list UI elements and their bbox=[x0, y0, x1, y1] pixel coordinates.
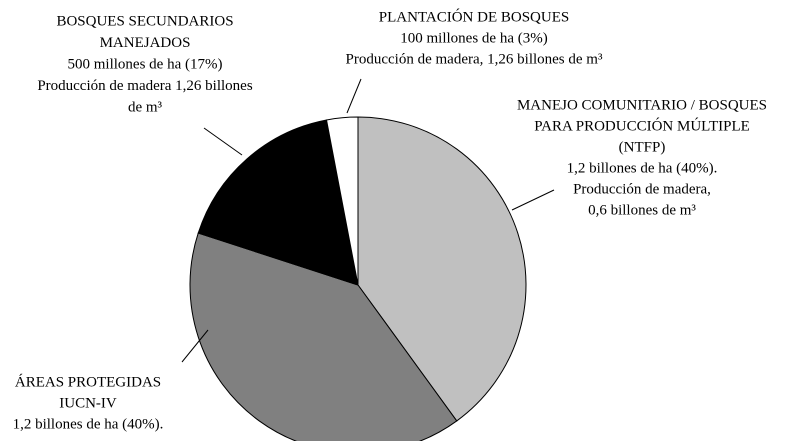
slice-label: 1,2 billones de ha (40%). bbox=[567, 160, 718, 176]
slice-label: ÁREAS PROTEGIDAS bbox=[15, 373, 161, 390]
slice-label: MANEJO COMUNITARIO / BOSQUES bbox=[517, 97, 767, 113]
pie-slice bbox=[357, 116, 527, 422]
slice-label: 100 millones de ha (3%) bbox=[400, 30, 547, 46]
slice-label: 1,2 billones de ha (40%). bbox=[13, 416, 164, 432]
leader-lines bbox=[181, 78, 555, 363]
slice-label: Producción de madera, 1,26 billones de m… bbox=[346, 51, 603, 67]
pie-slice bbox=[189, 232, 458, 441]
leader-line bbox=[203, 127, 243, 156]
slice-label: (NTFP) bbox=[619, 139, 666, 155]
leader-line bbox=[346, 78, 362, 114]
slice-label: PLANTACIÓN DE BOSQUES bbox=[379, 8, 569, 25]
leader-line bbox=[181, 329, 209, 363]
slice-label: Producción de madera 1,26 billones bbox=[37, 78, 253, 94]
slice-label: Producción de madera, bbox=[573, 181, 711, 197]
slice-label: MANEJADOS bbox=[100, 35, 191, 51]
pie-slice bbox=[325, 116, 359, 286]
slice-label: 0,6 billones de m³ bbox=[588, 202, 696, 218]
pie-slice bbox=[197, 119, 359, 286]
leader-line bbox=[511, 189, 555, 211]
slice-label: IUCN-IV bbox=[59, 395, 117, 411]
slice-label: 500 millones de ha (17%) bbox=[68, 56, 223, 72]
slice-label: de m³ bbox=[128, 99, 163, 115]
slice-label: PARA PRODUCCIÓN MÚLTIPLE bbox=[534, 117, 750, 134]
slice-label: BOSQUES SECUNDARIOS bbox=[56, 13, 233, 29]
